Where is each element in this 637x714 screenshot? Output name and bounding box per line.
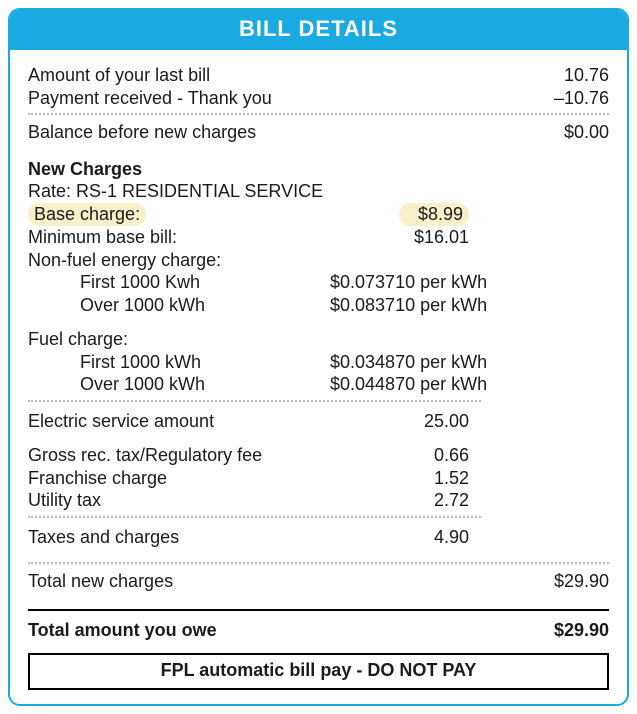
nonfuel-label: Non-fuel energy charge:: [28, 249, 609, 272]
nonfuel-row-0: First 1000 Kwh $0.073710 per kWh: [28, 271, 609, 294]
footer-bar: FPL automatic bill pay - DO NOT PAY: [28, 653, 609, 690]
balance-row: Balance before new charges $0.00: [28, 121, 609, 144]
last-bill-label: Amount of your last bill: [28, 64, 210, 87]
electric-row: Electric service amount 25.00: [28, 410, 609, 433]
fuel-tier-0: First 1000 kWh: [80, 352, 201, 372]
total-new-charges-row: Total new charges $29.90: [28, 570, 609, 593]
title: BILL DETAILS: [239, 16, 398, 41]
payment-value: –10.76: [529, 87, 609, 110]
nonfuel-rate-1: $0.083710 per kWh: [330, 294, 487, 317]
nonfuel-row-1: Over 1000 kWh $0.083710 per kWh: [28, 294, 609, 317]
new-charges-heading: New Charges: [28, 158, 609, 181]
balance-label: Balance before new charges: [28, 121, 256, 144]
payment-row: Payment received - Thank you –10.76: [28, 87, 609, 110]
total-new-charges-value: $29.90: [529, 570, 609, 593]
tax-label-0: Gross rec. tax/Regulatory fee: [28, 444, 262, 467]
total-new-charges-label: Total new charges: [28, 570, 173, 593]
total-owe-value: $29.90: [529, 619, 609, 642]
fuel-tier-1: Over 1000 kWh: [80, 374, 205, 394]
payment-label: Payment received - Thank you: [28, 87, 272, 110]
divider: [28, 562, 609, 564]
min-base-row: Minimum base bill: $16.01: [28, 226, 609, 249]
divider: [28, 400, 481, 402]
title-bar: BILL DETAILS: [10, 10, 627, 50]
electric-label: Electric service amount: [28, 410, 214, 433]
base-charge-value: $8.99: [399, 203, 469, 227]
min-base-label: Minimum base bill:: [28, 226, 177, 249]
divider: [28, 516, 481, 518]
balance-value: $0.00: [529, 121, 609, 144]
fuel-row-1: Over 1000 kWh $0.044870 per kWh: [28, 373, 609, 396]
bill-card: BILL DETAILS Amount of your last bill 10…: [8, 8, 629, 706]
bill-body: Amount of your last bill 10.76 Payment r…: [10, 50, 627, 704]
total-owe-row: Total amount you owe $29.90: [28, 619, 609, 642]
fuel-row-0: First 1000 kWh $0.034870 per kWh: [28, 351, 609, 374]
tax-value-1: 1.52: [399, 467, 469, 490]
tax-row-1: Franchise charge 1.52: [28, 467, 609, 490]
fuel-rate-0: $0.034870 per kWh: [330, 351, 487, 374]
last-bill-row: Amount of your last bill 10.76: [28, 64, 609, 87]
divider: [28, 113, 609, 115]
footer-text: FPL automatic bill pay - DO NOT PAY: [161, 660, 477, 680]
last-bill-value: 10.76: [529, 64, 609, 87]
total-owe-label: Total amount you owe: [28, 619, 217, 642]
min-base-value: $16.01: [399, 226, 469, 249]
tax-row-2: Utility tax 2.72: [28, 489, 609, 512]
nonfuel-rate-0: $0.073710 per kWh: [330, 271, 487, 294]
fuel-label: Fuel charge:: [28, 328, 609, 351]
nonfuel-tier-1: Over 1000 kWh: [80, 295, 205, 315]
tax-value-2: 2.72: [399, 489, 469, 512]
electric-value: 25.00: [399, 410, 469, 433]
tax-label-2: Utility tax: [28, 489, 101, 512]
taxes-subtotal-row: Taxes and charges 4.90: [28, 526, 609, 549]
tax-value-0: 0.66: [399, 444, 469, 467]
taxes-subtotal-value: 4.90: [399, 526, 469, 549]
rate-label: Rate: RS-1 RESIDENTIAL SERVICE: [28, 180, 609, 203]
taxes-subtotal-label: Taxes and charges: [28, 526, 179, 549]
tax-label-1: Franchise charge: [28, 467, 167, 490]
base-charge-row: Base charge: $8.99: [28, 203, 609, 227]
tax-row-0: Gross rec. tax/Regulatory fee 0.66: [28, 444, 609, 467]
base-charge-label: Base charge:: [28, 203, 146, 227]
fuel-rate-1: $0.044870 per kWh: [330, 373, 487, 396]
nonfuel-tier-0: First 1000 Kwh: [80, 272, 200, 292]
solid-divider: [28, 609, 609, 611]
